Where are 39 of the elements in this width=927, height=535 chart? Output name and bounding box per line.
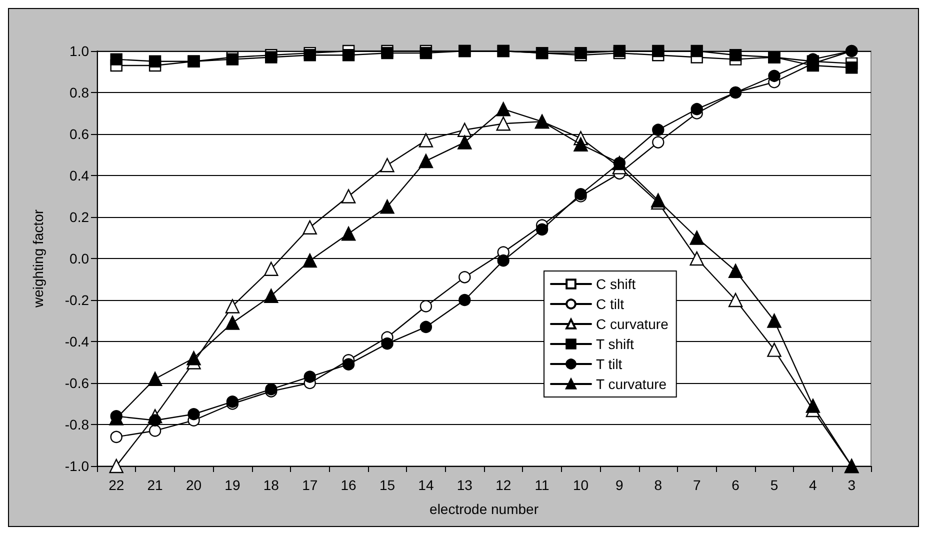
- x-tick-label: 19: [224, 477, 240, 493]
- x-tick-label: 3: [848, 477, 856, 493]
- y-tick-label: 0.6: [70, 126, 90, 142]
- y-axis-title: weighting factor: [30, 209, 46, 309]
- x-tick-label: 5: [770, 477, 778, 493]
- x-tick-label: 16: [340, 477, 357, 493]
- x-tick-label: 7: [692, 477, 701, 493]
- x-tick-label: 9: [616, 477, 624, 493]
- x-tick-label: 13: [456, 477, 473, 493]
- legend-label: C shift: [596, 276, 636, 292]
- x-tick-label: 12: [496, 477, 512, 493]
- x-tick-label: 21: [147, 477, 164, 493]
- y-tick-label: 0.4: [70, 168, 90, 184]
- x-axis-title: electrode number: [430, 501, 539, 517]
- y-tick-label: 0.0: [70, 250, 90, 266]
- x-tick-label: 14: [418, 477, 434, 493]
- x-tick-label: 10: [572, 477, 589, 493]
- x-tick-label: 6: [732, 477, 740, 493]
- x-tick-label: 18: [263, 477, 280, 493]
- x-tick-label: 20: [186, 477, 202, 493]
- y-tick-label: -0.6: [64, 375, 90, 391]
- x-tick-label: 22: [108, 477, 124, 493]
- y-tick-label: 0.2: [70, 209, 90, 225]
- x-tick-label: 17: [302, 477, 318, 493]
- x-tick-label: 8: [654, 477, 662, 493]
- legend-label: T curvature: [596, 376, 667, 392]
- y-tick-label: 0.8: [70, 84, 90, 100]
- x-tick-label: 15: [379, 477, 396, 493]
- legend-label: C curvature: [596, 316, 669, 332]
- y-tick-label: -0.4: [64, 334, 90, 350]
- y-tick-label: -0.2: [64, 292, 90, 308]
- x-tick-label: 4: [809, 477, 818, 493]
- legend-label: T tilt: [596, 356, 622, 372]
- y-tick-label: 1.0: [70, 43, 90, 59]
- x-tick-label: 11: [534, 477, 550, 493]
- y-tick-label: -0.8: [64, 416, 90, 432]
- legend-label: C tilt: [596, 296, 624, 312]
- y-tick-label: -1.0: [64, 458, 90, 474]
- legend-label: T shift: [596, 336, 634, 352]
